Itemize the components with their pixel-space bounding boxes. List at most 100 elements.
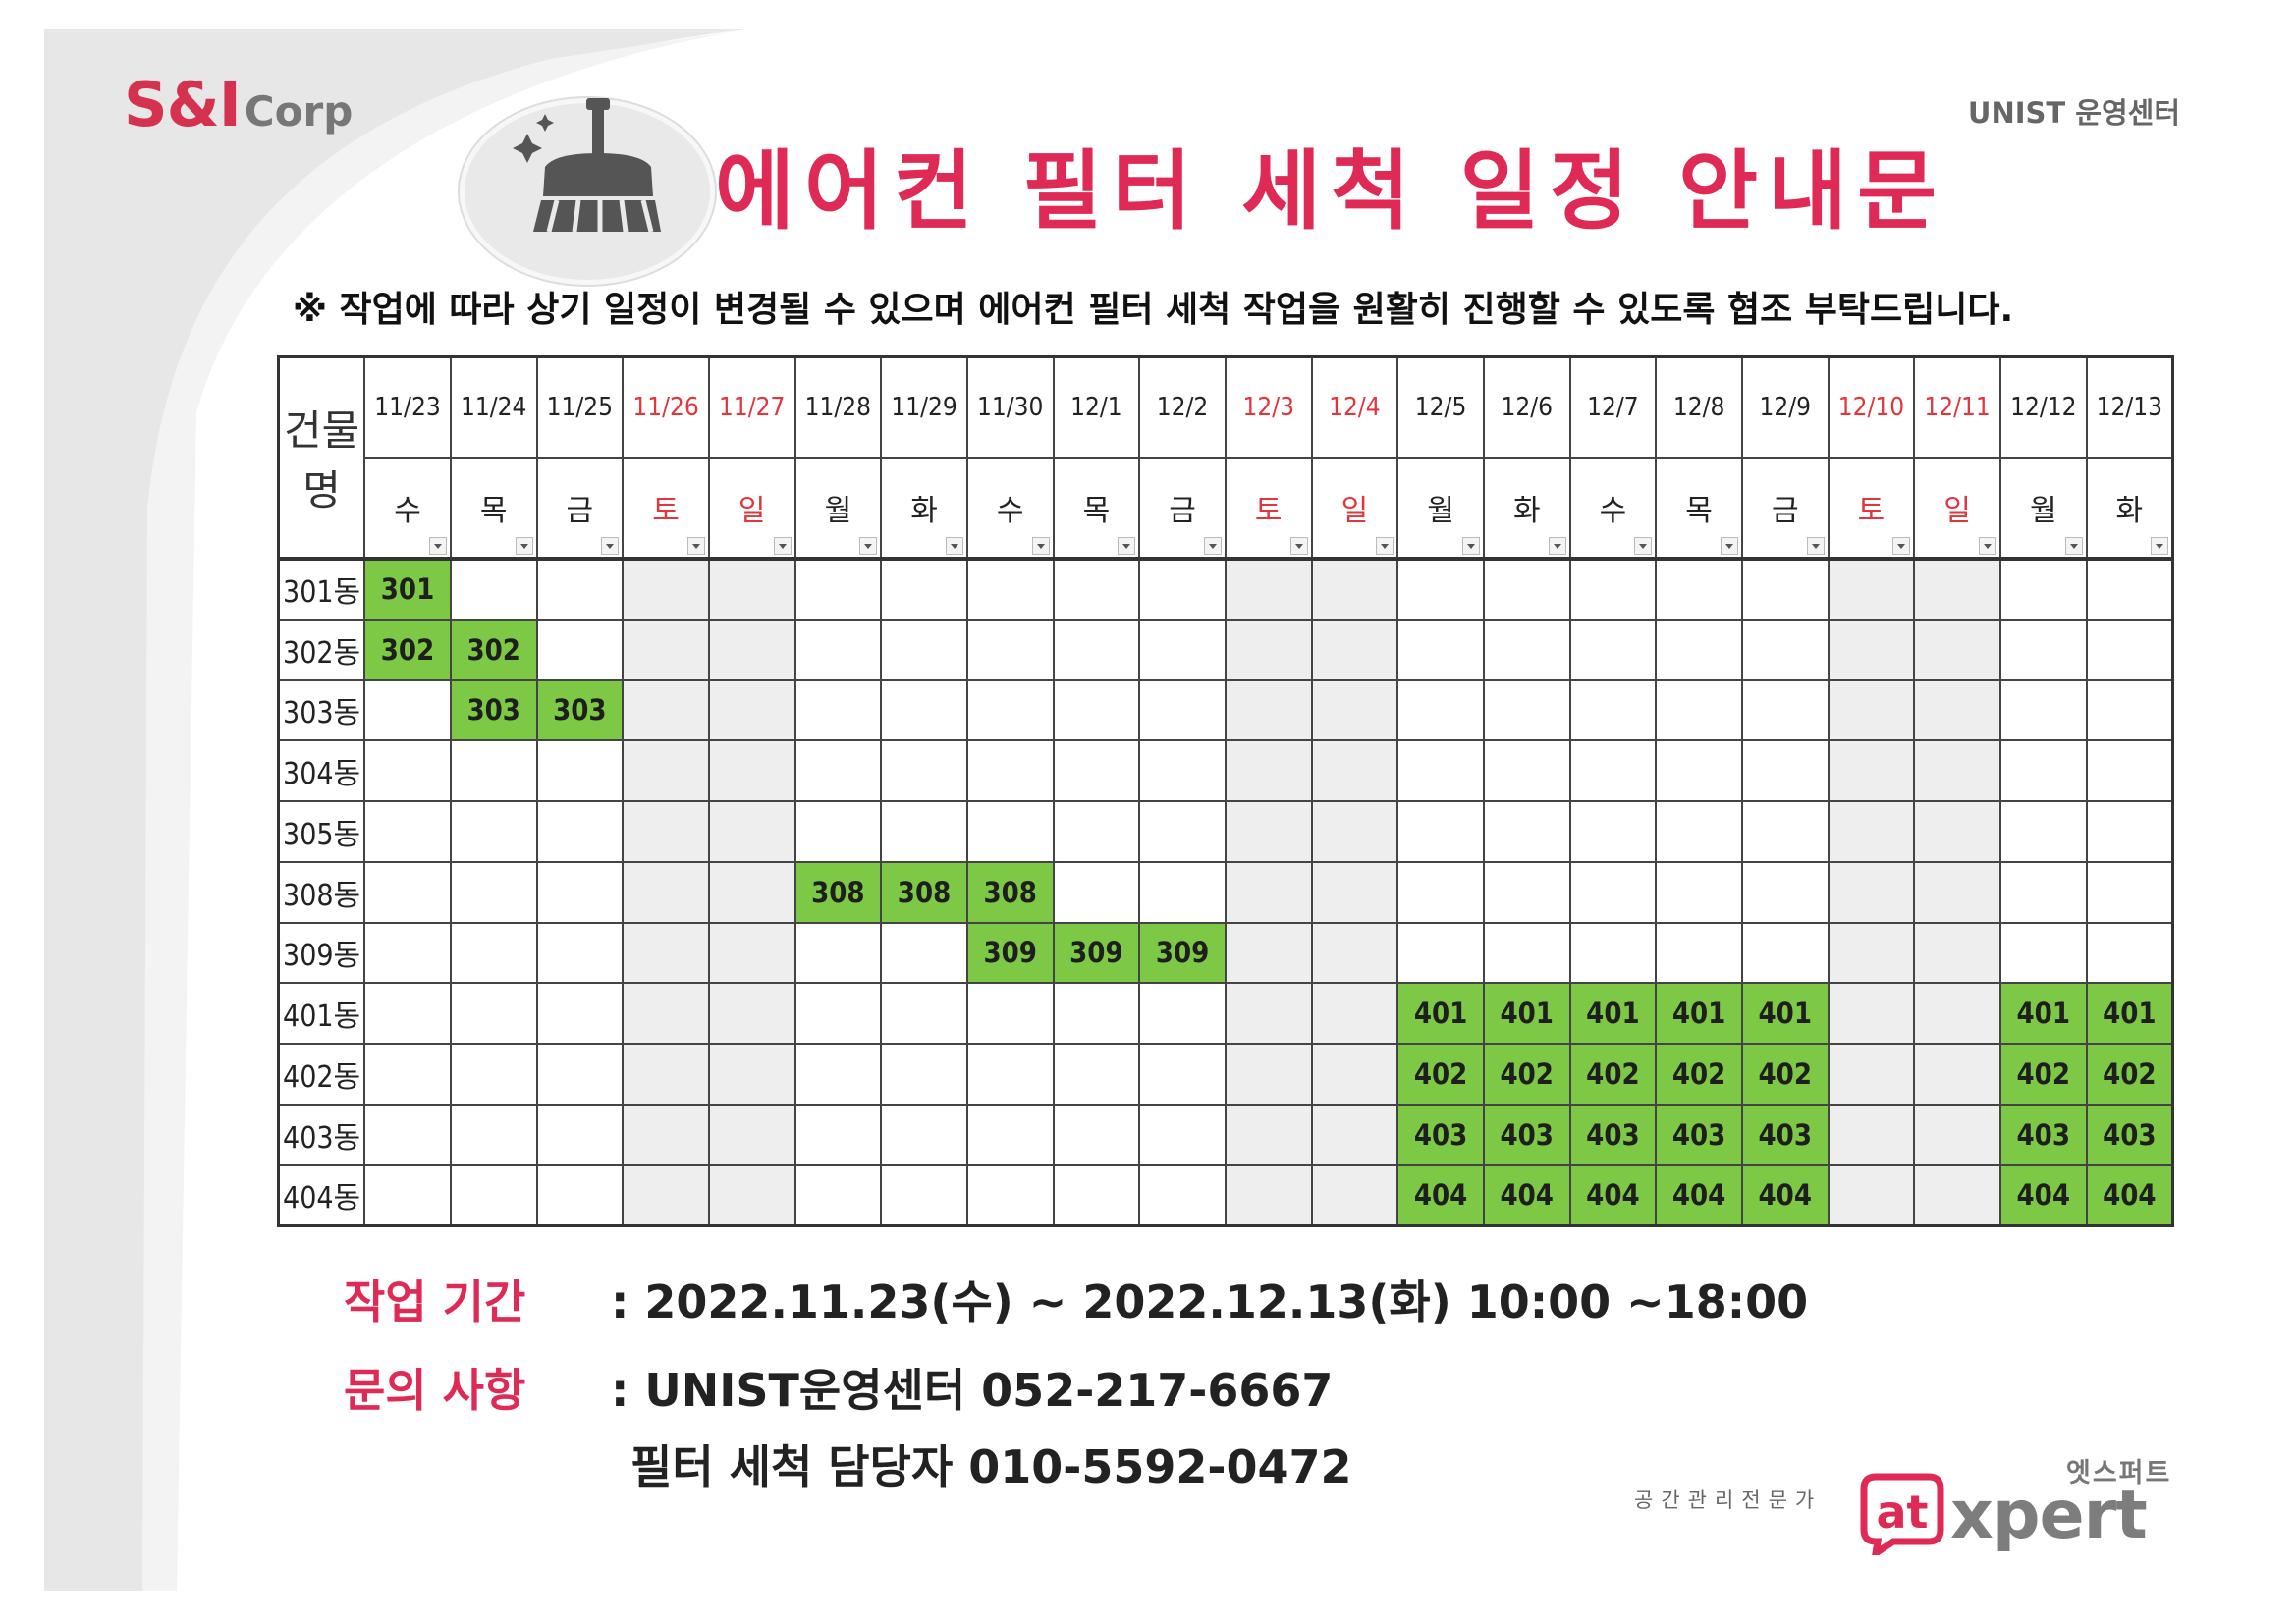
schedule-cell — [1224, 1163, 1313, 1227]
day-label: 토 — [652, 494, 680, 528]
day-header: 금 — [1138, 457, 1227, 561]
scheduled-cell: 401 — [1396, 982, 1485, 1046]
date-header: 11/27 — [707, 355, 796, 459]
filter-dropdown-icon[interactable] — [945, 537, 963, 555]
schedule-cell — [622, 1043, 710, 1106]
scheduled-cell: 402 — [1655, 1043, 1743, 1106]
schedule-cell — [622, 800, 710, 863]
schedule-cell — [1827, 678, 1916, 742]
day-label: 목 — [479, 494, 508, 528]
date-header: 11/25 — [535, 355, 625, 459]
schedule-cell — [1138, 1043, 1227, 1106]
schedule-cell — [1482, 921, 1571, 985]
schedule-cell — [1827, 1103, 1916, 1166]
filter-dropdown-icon[interactable] — [1978, 537, 1996, 555]
schedule-cell — [1052, 982, 1141, 1046]
schedule-cell — [1827, 1163, 1916, 1227]
schedule-cell — [1913, 800, 2001, 863]
filter-dropdown-icon[interactable] — [515, 537, 533, 555]
schedule-cell — [1913, 982, 2001, 1046]
filter-dropdown-icon[interactable] — [859, 537, 878, 555]
filter-dropdown-icon[interactable] — [773, 537, 792, 555]
scheduled-cell: 309 — [1052, 921, 1141, 985]
company-logo: S&ICorp — [124, 69, 353, 140]
filter-dropdown-icon[interactable] — [601, 537, 620, 555]
filter-dropdown-icon[interactable] — [2151, 537, 2168, 555]
day-header: 월 — [1998, 457, 2088, 561]
schedule-cell — [1224, 921, 1313, 985]
schedule-cell — [1224, 1043, 1313, 1106]
day-header: 화 — [2085, 457, 2174, 561]
building-name-cell: 401동 — [277, 982, 366, 1046]
date-header: 12/8 — [1655, 355, 1743, 459]
scheduled-cell: 403 — [2085, 1103, 2174, 1166]
scheduled-cell: 403 — [1482, 1103, 1571, 1166]
day-header: 목 — [1052, 457, 1141, 561]
filter-dropdown-icon[interactable] — [1289, 537, 1308, 555]
schedule-cell — [1224, 982, 1313, 1046]
scheduled-cell: 302 — [363, 618, 452, 681]
date-header: 12/10 — [1827, 355, 1916, 459]
schedule-cell — [1827, 860, 1916, 924]
date-header: 12/12 — [1998, 355, 2088, 459]
schedule-cell — [1827, 1043, 1916, 1106]
scheduled-cell: 404 — [1568, 1163, 1658, 1227]
filter-dropdown-icon[interactable] — [1548, 537, 1566, 555]
building-name-cell: 404동 — [277, 1163, 366, 1227]
schedule-cell — [363, 1043, 452, 1106]
day-header: 일 — [1913, 457, 2001, 561]
scheduled-cell: 404 — [1482, 1163, 1571, 1227]
page-title: 에어컨 필터 세척 일정 안내문 — [715, 140, 1947, 242]
scheduled-cell: 402 — [1568, 1043, 1658, 1106]
filter-dropdown-icon[interactable] — [1720, 537, 1738, 555]
day-label: 수 — [394, 494, 421, 528]
day-header: 목 — [1655, 457, 1743, 561]
filter-dropdown-icon[interactable] — [1118, 537, 1136, 555]
filter-dropdown-icon[interactable] — [1461, 537, 1480, 555]
schedule-cell — [1913, 678, 2001, 742]
schedule-cell — [793, 618, 883, 681]
schedule-cell — [1396, 921, 1485, 985]
schedule-cell — [1310, 860, 1399, 924]
day-label: 월 — [1427, 494, 1454, 528]
schedule-cell — [1052, 1043, 1141, 1106]
filter-dropdown-icon[interactable] — [428, 537, 447, 555]
schedule-cell — [449, 739, 538, 803]
schedule-cell — [1655, 860, 1743, 924]
schedule-cell — [1310, 618, 1399, 681]
schedule-cell — [1052, 1103, 1141, 1166]
date-header: 11/28 — [793, 355, 883, 459]
schedule-cell — [880, 800, 968, 863]
filter-dropdown-icon[interactable] — [1634, 537, 1653, 555]
filter-dropdown-icon[interactable] — [1203, 537, 1222, 555]
scheduled-cell: 302 — [449, 618, 538, 681]
schedule-cell — [1827, 558, 1916, 621]
scheduled-cell: 404 — [2085, 1163, 2174, 1227]
filter-dropdown-icon[interactable] — [1376, 537, 1394, 555]
schedule-cell — [1913, 921, 2001, 985]
schedule-cell — [363, 800, 452, 863]
broom-icon — [513, 98, 661, 233]
schedule-cell — [1568, 860, 1658, 924]
filter-dropdown-icon[interactable] — [1031, 537, 1050, 555]
filter-dropdown-icon[interactable] — [1892, 537, 1911, 555]
schedule-cell — [449, 1103, 538, 1166]
schedule-cell — [965, 1103, 1055, 1166]
schedule-cell — [1740, 921, 1830, 985]
filter-dropdown-icon[interactable] — [1806, 537, 1825, 555]
schedule-cell — [965, 800, 1055, 863]
schedule-cell — [363, 982, 452, 1046]
schedule-cell — [880, 558, 968, 621]
schedule-cell — [1655, 800, 1743, 863]
building-name-cell: 303동 — [277, 678, 366, 742]
filter-dropdown-icon[interactable] — [2064, 537, 2083, 555]
schedule-cell — [1913, 1103, 2001, 1166]
schedule-cell — [1138, 982, 1227, 1046]
scheduled-cell: 401 — [1655, 982, 1743, 1046]
schedule-cell — [880, 739, 968, 803]
day-label: 토 — [1857, 494, 1886, 528]
schedule-table: 건물명 11/23 11/24 11/25 11/26 11/27 11/28 11/29 1… — [277, 355, 2174, 1227]
filter-dropdown-icon[interactable] — [686, 537, 705, 555]
day-header: 화 — [1482, 457, 1571, 561]
schedule-cell — [622, 982, 710, 1046]
